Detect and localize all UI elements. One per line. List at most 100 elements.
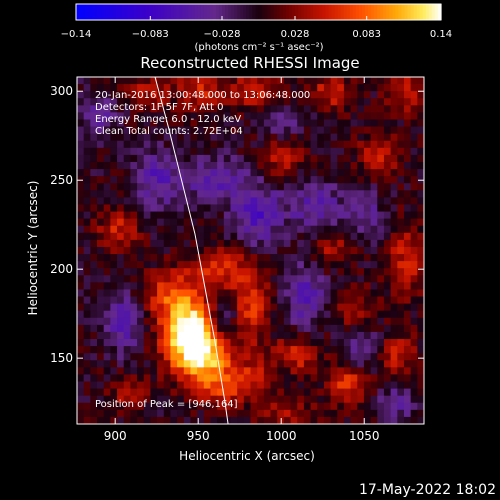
heatmap-cell <box>390 360 398 368</box>
heatmap-cell <box>357 161 365 170</box>
colorbar-segment <box>361 4 366 20</box>
heatmap-cell <box>90 232 98 241</box>
heatmap-cell <box>250 246 258 255</box>
heatmap-cell <box>157 183 165 191</box>
heatmap-cell <box>183 353 191 361</box>
heatmap-cell <box>277 140 285 149</box>
heatmap-cell <box>163 77 171 85</box>
heatmap-cell <box>170 360 178 368</box>
heatmap-cell <box>177 112 185 120</box>
heatmap-cell <box>90 183 98 191</box>
heatmap-cell <box>90 310 98 319</box>
heatmap-cell <box>270 395 278 404</box>
heatmap-cell <box>190 275 198 283</box>
heatmap-cell <box>83 346 91 354</box>
heatmap-cell <box>350 225 358 234</box>
heatmap-cell <box>377 91 385 99</box>
colorbar-segment <box>164 4 168 20</box>
heatmap-cell <box>297 84 305 92</box>
heatmap-cell <box>410 282 418 290</box>
heatmap-cell <box>183 154 191 163</box>
heatmap-cell <box>323 395 332 404</box>
heatmap-cell <box>323 409 332 418</box>
heatmap-cell <box>397 112 405 120</box>
colorbar-tick-label: 0.083 <box>352 29 381 40</box>
heatmap-cell <box>397 246 405 255</box>
heatmap-cell <box>110 183 118 191</box>
colorbar-segment <box>401 4 406 20</box>
heatmap-cell <box>290 374 298 383</box>
heatmap-cell <box>283 183 292 191</box>
heatmap-cell <box>317 197 325 205</box>
heatmap-cell <box>330 204 338 213</box>
heatmap-cell <box>243 183 251 191</box>
heatmap-cell <box>150 232 158 241</box>
heatmap-cell <box>350 133 358 142</box>
heatmap-cell <box>110 84 118 92</box>
heatmap-cell <box>150 98 158 106</box>
heatmap-cell <box>383 310 392 319</box>
heatmap-cell <box>97 296 105 305</box>
heatmap-cell <box>403 296 412 305</box>
heatmap-cell <box>90 353 98 361</box>
heatmap-cell <box>177 409 185 418</box>
heatmap-cell <box>77 296 85 305</box>
heatmap-cell <box>243 161 251 170</box>
heatmap-cell <box>337 296 345 305</box>
heatmap-cell <box>290 310 298 319</box>
heatmap-cell <box>237 183 245 191</box>
heatmap-cell <box>277 204 285 213</box>
heatmap-cell <box>183 232 191 241</box>
heatmap-cell <box>230 218 238 227</box>
annotation-line: Detectors: 1F 5F 7F, Att 0 <box>95 102 223 113</box>
heatmap-cell <box>317 126 325 135</box>
heatmap-cell <box>210 381 218 390</box>
heatmap-cell <box>263 367 272 375</box>
heatmap-cell <box>130 183 138 191</box>
heatmap-cell <box>263 310 272 319</box>
heatmap-cell <box>177 246 185 255</box>
heatmap-cell <box>97 105 105 113</box>
heatmap-cell <box>303 331 312 340</box>
heatmap-cell <box>390 154 398 163</box>
heatmap-cell <box>350 374 358 383</box>
heatmap-cell <box>177 190 185 198</box>
heatmap-cell <box>130 133 138 142</box>
heatmap-cell <box>317 275 325 283</box>
heatmap-cell <box>357 339 365 347</box>
heatmap-cell <box>243 261 251 269</box>
heatmap-cell <box>410 360 418 368</box>
heatmap-cell <box>203 105 211 113</box>
heatmap-cell <box>290 254 298 262</box>
heatmap-cell <box>103 275 111 283</box>
heatmap-cell <box>203 98 211 106</box>
heatmap-cell <box>177 374 185 383</box>
heatmap-cell <box>137 84 145 92</box>
heatmap-cell <box>277 147 285 156</box>
heatmap-cell <box>110 140 118 149</box>
heatmap-cell <box>210 98 218 106</box>
heatmap-cell <box>377 133 385 142</box>
heatmap-cell <box>357 225 365 234</box>
heatmap-cell <box>250 197 258 205</box>
heatmap-cell <box>183 261 191 269</box>
heatmap-cell <box>143 140 151 149</box>
heatmap-cell <box>357 360 365 368</box>
heatmap-cell <box>170 239 178 248</box>
heatmap-cell <box>197 197 205 205</box>
heatmap-cell <box>250 289 258 298</box>
heatmap-cell <box>283 275 292 283</box>
colorbar-segment <box>243 4 247 20</box>
heatmap-cell <box>277 346 285 354</box>
heatmap-cell <box>370 409 378 418</box>
heatmap-cell <box>210 190 218 198</box>
heatmap-cell <box>203 232 211 241</box>
heatmap-cell <box>150 360 158 368</box>
heatmap-cell <box>390 126 398 135</box>
heatmap-cell <box>363 211 372 220</box>
heatmap-cell <box>230 105 238 113</box>
heatmap-cell <box>103 204 111 213</box>
heatmap-cell <box>137 211 145 220</box>
heatmap-cell <box>310 395 318 404</box>
heatmap-cell <box>190 254 198 262</box>
